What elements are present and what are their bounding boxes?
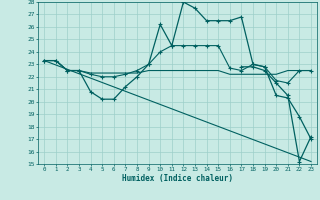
X-axis label: Humidex (Indice chaleur): Humidex (Indice chaleur) (122, 174, 233, 183)
